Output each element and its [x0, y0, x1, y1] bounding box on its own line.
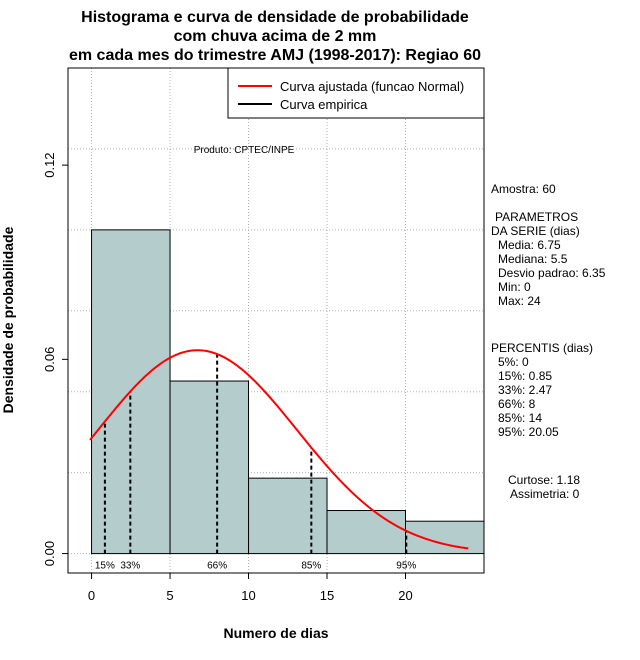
percentile-markers: 15% 33% 66% 85% 95% [95, 354, 416, 572]
normal-curve-line [89, 349, 469, 550]
x-tick-label: 10 [241, 588, 255, 603]
histogram-bar [326, 510, 407, 555]
percentile-label: 15% [95, 561, 115, 572]
stat-min: Min: 0 [498, 280, 531, 294]
histogram-bar [405, 520, 485, 555]
product-annotation: Produto: CPTEC/INPE [194, 145, 295, 156]
stat-p33: 33%: 2.47 [498, 383, 552, 397]
stats-panel: Amostra: 60 PARAMETROS DA SERIE (dias) M… [491, 182, 606, 501]
stat-percentis-title: PERCENTIS (dias) [491, 341, 593, 355]
histogram-bar [169, 380, 250, 555]
legend-box [227, 67, 485, 119]
stat-assimetria: Assimetria: 0 [510, 487, 580, 501]
stat-p15: 15%: 0.85 [498, 369, 552, 383]
percentile-label: 66% [207, 561, 227, 572]
normal-curve [89, 349, 469, 550]
stat-amostra: Amostra: 60 [491, 182, 556, 196]
stat-param-title-2: DA SERIE (dias) [491, 224, 580, 238]
histogram-bars [91, 229, 485, 555]
y-axis: 0.00 0.06 0.12 [42, 152, 69, 566]
stat-p95: 95%: 20.05 [498, 425, 559, 439]
stat-max: Max: 24 [498, 294, 541, 308]
stat-mediana: Mediana: 5.5 [498, 252, 568, 266]
y-tick-label: 0.12 [42, 152, 57, 177]
y-axis-title: Densidade de probabilidade [0, 226, 16, 413]
stat-p5: 5%: 0 [498, 355, 529, 369]
x-tick-label: 20 [398, 588, 412, 603]
percentile-label: 33% [120, 561, 140, 572]
y-tick-label: 0.06 [42, 347, 57, 372]
stat-curtose: Curtose: 1.18 [508, 473, 580, 487]
stat-media: Media: 6.75 [498, 238, 561, 252]
stat-p66: 66%: 8 [498, 397, 536, 411]
chart-title-line-1: Histograma e curva de densidade de proba… [81, 9, 469, 26]
chart-title-line-3: em cada mes do trimestre AMJ (1998-2017)… [69, 47, 481, 64]
legend: Curva ajustada (funcao Normal) Curva emp… [227, 67, 485, 119]
x-tick-label: 15 [320, 588, 334, 603]
x-axis-title: Numero de dias [223, 625, 328, 641]
chart-title-line-2: com chuva acima de 2 mm [174, 28, 377, 45]
percentile-label: 85% [301, 561, 321, 572]
percentile-label: 95% [396, 561, 416, 572]
stat-param-title-1: PARAMETROS [495, 210, 578, 224]
histogram-bar [248, 477, 328, 555]
stat-p85: 85%: 14 [498, 411, 542, 425]
legend-label-empirical: Curva empirica [280, 97, 368, 112]
x-tick-label: 5 [166, 588, 173, 603]
y-tick-label: 0.00 [42, 541, 57, 566]
x-tick-label: 0 [88, 588, 95, 603]
x-axis: 0 5 10 15 20 [84, 572, 413, 603]
legend-label-normal: Curva ajustada (funcao Normal) [280, 79, 464, 94]
stat-desvio: Desvio padrao: 6.35 [498, 266, 606, 280]
